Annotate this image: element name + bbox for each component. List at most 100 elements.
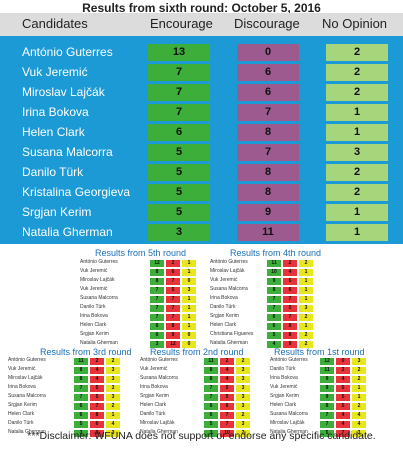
- panel-title: Results from 1st round: [274, 347, 365, 357]
- encourage-count: 6: [74, 403, 88, 410]
- table-row: Danilo Türk 11 2 2: [270, 366, 396, 374]
- table-row: Srgjan Kerim 7 5 3: [140, 393, 264, 401]
- encourage-count: 3: [148, 224, 210, 241]
- discourage-count: 8: [237, 164, 299, 181]
- candidate-name: Helen Clark: [210, 322, 237, 328]
- candidate-name: Irina Bokova: [140, 384, 168, 390]
- encourage-count: 7: [148, 84, 210, 101]
- no-opinion-count: 3: [299, 305, 313, 312]
- no-opinion-count: 1: [299, 278, 313, 285]
- disclaimer-text: ***Disclaimer: WFUNA does not support or…: [27, 430, 376, 442]
- table-row: Irina Bokova 7 7 1: [0, 103, 403, 123]
- candidate-name: Susana Malcorra: [140, 375, 178, 381]
- encourage-count: 7: [267, 305, 281, 312]
- panel-title: Results from 3rd round: [40, 347, 132, 357]
- no-opinion-count: 2: [299, 260, 313, 267]
- discourage-count: 5: [166, 287, 180, 294]
- panel-title: Results from 5th round: [95, 248, 187, 258]
- table-row: Srgjan Kerim 6 7 2: [8, 402, 132, 410]
- no-opinion-count: 0: [182, 332, 196, 339]
- table-row: Helen Clark 6 8 1: [8, 411, 132, 419]
- header-encourage: Encourage: [150, 16, 213, 31]
- candidate-name: António Guterres: [270, 357, 308, 363]
- table-row: Vuk Jeremić 7 5 3: [80, 286, 205, 294]
- candidate-name: Irina Bokova: [8, 384, 36, 390]
- encourage-count: 3: [204, 430, 218, 437]
- table-row: Helen Clark 6 8 1: [0, 123, 403, 143]
- discourage-count: 4: [220, 376, 234, 383]
- encourage-count: 7: [74, 385, 88, 392]
- candidate-name: Srgjan Kerim: [210, 313, 239, 319]
- no-opinion-count: 3: [106, 376, 120, 383]
- discourage-count: 5: [336, 385, 350, 392]
- candidate-name: Danilo Türk: [80, 304, 106, 310]
- discourage-count: 8: [166, 323, 180, 330]
- no-opinion-count: 3: [236, 367, 250, 374]
- header-candidates: Candidates: [22, 16, 88, 31]
- table-row: Irina Bokova 9 4 2: [270, 375, 396, 383]
- discourage-count: 7: [283, 296, 297, 303]
- table-row: Susana Malcorra 7 4 4: [270, 411, 396, 419]
- candidate-name: Natalia Gherman: [22, 225, 113, 239]
- discourage-count: 7: [220, 412, 234, 419]
- candidate-name: Natalia Gherman: [270, 429, 308, 435]
- candidate-name: Miroslav Lajčák: [140, 420, 175, 426]
- encourage-count: 7: [204, 394, 218, 401]
- encourage-count: 9: [320, 385, 334, 392]
- no-opinion-count: 3: [326, 144, 388, 161]
- no-opinion-count: 2: [299, 341, 313, 348]
- encourage-count: 5: [204, 421, 218, 428]
- encourage-count: 7: [320, 421, 334, 428]
- encourage-count: 5: [148, 144, 210, 161]
- discourage-count: 6: [90, 421, 104, 428]
- table-row: Helen Clark 6 6 3: [140, 402, 264, 410]
- discourage-count: 7: [166, 305, 180, 312]
- no-opinion-count: 2: [236, 412, 250, 419]
- candidate-name: Natalia Gherman: [210, 340, 248, 346]
- table-row: Irina Bokova 7 5 3: [8, 384, 132, 392]
- no-opinion-count: 2: [326, 64, 388, 81]
- candidate-name: Miroslav Lajčák: [22, 85, 105, 99]
- candidate-name: Helen Clark: [140, 402, 167, 408]
- discourage-count: 5: [220, 394, 234, 401]
- no-opinion-count: 3: [236, 403, 250, 410]
- round-2-panel: Results from 2nd round António Guterres 1…: [140, 347, 264, 437]
- no-opinion-count: 2: [326, 164, 388, 181]
- no-opinion-count: 1: [299, 323, 313, 330]
- candidate-name: Vuk Jeremić: [210, 277, 238, 283]
- encourage-count: 8: [320, 403, 334, 410]
- encourage-count: 8: [267, 287, 281, 294]
- discourage-count: 2: [336, 367, 350, 374]
- encourage-count: 7: [150, 305, 164, 312]
- table-row: Susana Malcorra 8 6 1: [210, 286, 335, 294]
- discourage-count: 7: [336, 430, 350, 437]
- no-opinion-count: 2: [352, 367, 366, 374]
- no-opinion-count: 2: [106, 358, 120, 365]
- no-opinion-count: 1: [326, 224, 388, 241]
- no-opinion-count: 3: [352, 430, 366, 437]
- encourage-count: 6: [148, 124, 210, 141]
- discourage-count: 6: [237, 84, 299, 101]
- encourage-count: 8: [204, 367, 218, 374]
- table-row: Srgjan Kerim 6 7 2: [210, 313, 335, 321]
- encourage-count: 3: [74, 430, 88, 437]
- candidate-name: Vuk Jeremić: [80, 268, 108, 274]
- table-row: António Guterres 12 0 3: [270, 357, 396, 365]
- discourage-count: 9: [166, 332, 180, 339]
- table-row: Danilo Türk 7 7 1: [80, 304, 205, 312]
- encourage-count: 7: [204, 385, 218, 392]
- page-title: Results from sixth round: October 5, 201…: [82, 1, 321, 15]
- no-opinion-count: 2: [236, 430, 250, 437]
- table-row: Vuk Jeremić 8 6 1: [80, 268, 205, 276]
- encourage-count: 11: [74, 358, 88, 365]
- table-row: António Guterres 13 0 2: [0, 43, 403, 63]
- encourage-count: 11: [204, 358, 218, 365]
- discourage-count: 8: [237, 184, 299, 201]
- encourage-count: 8: [204, 376, 218, 383]
- no-opinion-count: 2: [352, 376, 366, 383]
- encourage-count: 13: [148, 44, 210, 61]
- candidate-name: Miroslav Lajčák: [210, 268, 245, 274]
- no-opinion-count: 1: [182, 323, 196, 330]
- discourage-count: 7: [166, 314, 180, 321]
- discourage-count: 6: [220, 403, 234, 410]
